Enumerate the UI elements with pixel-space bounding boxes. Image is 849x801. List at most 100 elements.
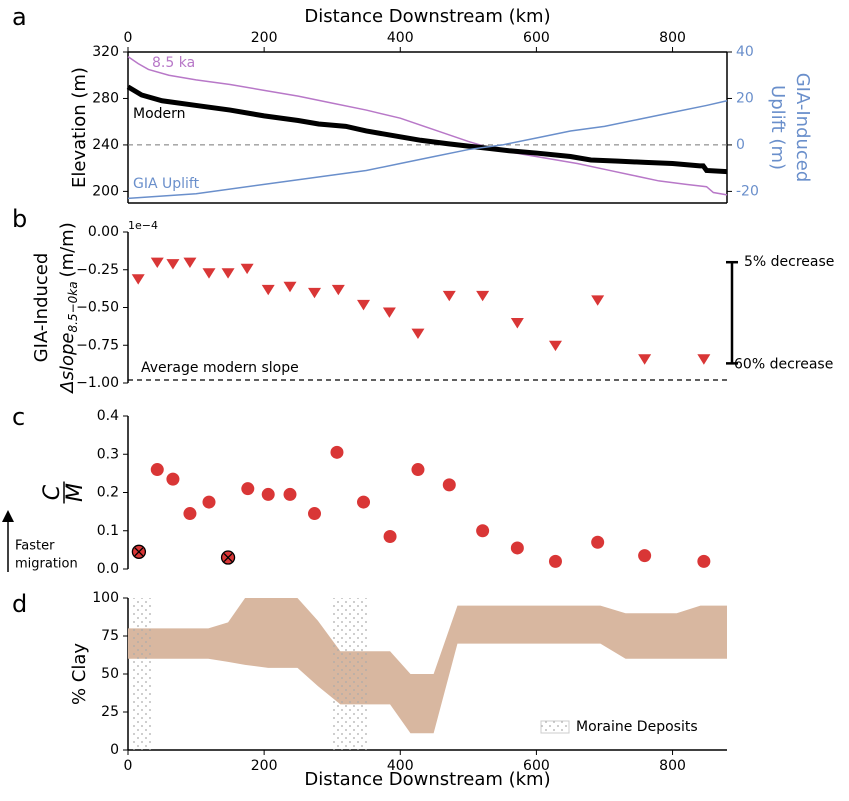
triangle-marker — [283, 281, 297, 293]
y-tick-label: 75 — [101, 628, 119, 644]
moraine-span — [332, 598, 369, 750]
triangle-marker — [221, 268, 235, 279]
triangle-marker — [131, 274, 145, 285]
y-tick-label: 200 — [92, 183, 119, 199]
triangle-marker — [638, 354, 652, 365]
series-label: 8.5 ka — [152, 55, 195, 71]
triangle-marker — [382, 307, 396, 318]
triangle-marker — [331, 284, 345, 296]
x-tick-label: 400 — [387, 30, 414, 46]
point-marker — [283, 487, 297, 501]
series-label: Modern — [133, 106, 186, 122]
x-tick-label: 400 — [387, 758, 414, 774]
point-marker — [591, 535, 605, 549]
y-tick-label: −1.00 — [76, 375, 119, 391]
moraine-span — [132, 598, 152, 750]
triangle-marker — [476, 290, 490, 302]
cross — [223, 553, 233, 562]
point-marker — [166, 472, 180, 486]
y2-tick-label: 0 — [736, 137, 745, 153]
bracket-label: 5% decrease — [744, 254, 834, 270]
y-tick-label: −0.25 — [76, 262, 119, 278]
x-tick-label: 600 — [523, 30, 550, 46]
panel-letter: a — [12, 3, 27, 31]
y-tick-label: 0.3 — [97, 446, 119, 462]
triangle-marker — [308, 287, 322, 299]
offset-label: 1e−4 — [128, 219, 158, 232]
triangle-marker — [240, 263, 254, 275]
y-tick-label: 0.2 — [97, 485, 119, 501]
label-sub: 8.5−0ka — [66, 281, 80, 332]
triangle-marker — [548, 340, 562, 352]
point-marker — [383, 529, 397, 543]
point-marker — [261, 487, 275, 501]
arrow-label: migration — [15, 557, 78, 572]
y-tick-label: 0.0 — [97, 561, 119, 577]
y-tick-label: 280 — [92, 90, 119, 106]
fraction-den: M — [63, 483, 88, 502]
y-tick-label: 50 — [101, 666, 119, 682]
point-marker — [202, 495, 216, 509]
y2-tick-label: 40 — [736, 44, 754, 60]
y-axis-label: Elevation (m) — [69, 67, 90, 188]
point-marker — [357, 495, 371, 509]
fraction-num: C — [40, 484, 65, 500]
arrow-label: Faster — [15, 539, 55, 554]
triangle-marker — [591, 295, 605, 306]
triangle-marker — [697, 354, 711, 365]
triangle-marker — [357, 299, 371, 311]
x-axis-label: Distance Downstream (km) — [304, 6, 550, 27]
x-tick-label: 600 — [523, 758, 550, 774]
point-marker — [241, 482, 255, 496]
label-part: (m/m) — [57, 222, 78, 277]
series-label: GIA Uplift — [133, 176, 200, 192]
point-marker — [411, 463, 425, 477]
triangle-marker — [411, 328, 425, 340]
panel-letter: c — [12, 403, 25, 431]
cross — [134, 547, 144, 557]
point-marker — [308, 507, 322, 521]
legend-label: Moraine Deposits — [576, 719, 698, 735]
point-marker — [442, 478, 456, 492]
triangle-marker — [150, 257, 164, 269]
y-tick-label: 240 — [92, 137, 119, 153]
point-marker — [183, 507, 197, 521]
y-tick-label: −0.50 — [76, 300, 119, 316]
y2-axis-label: GIA-Induced — [792, 73, 813, 183]
x-tick-label: 0 — [124, 30, 133, 46]
x-tick-label: 200 — [251, 30, 278, 46]
triangle-marker — [261, 284, 275, 296]
point-marker — [150, 463, 164, 477]
series-line — [127, 100, 728, 200]
triangle-marker — [442, 290, 456, 302]
triangle-marker — [166, 259, 180, 270]
point-marker — [510, 541, 524, 555]
y-axis-label: GIA-Induced — [31, 253, 52, 363]
y-tick-label: 25 — [101, 704, 119, 720]
triangle-marker — [183, 257, 197, 269]
x-tick-label: 0 — [124, 758, 133, 774]
x-tick-label: 800 — [659, 30, 686, 46]
x-tick-label: 800 — [659, 758, 686, 774]
bracket-label: 60% decrease — [734, 356, 833, 372]
point-marker — [330, 445, 344, 459]
series-line — [126, 84, 728, 175]
x-tick-label: 200 — [251, 758, 278, 774]
point-marker — [548, 554, 562, 568]
y-tick-label: 320 — [92, 44, 119, 60]
series-line — [127, 56, 728, 196]
point-marker — [476, 524, 490, 538]
panel-letter: d — [12, 590, 27, 618]
y-tick-label: 0 — [110, 742, 119, 758]
clay-range — [128, 598, 727, 734]
y-tick-label: 100 — [92, 590, 119, 606]
y-axis-label: Δslope8.5−0ka (m/m) — [57, 222, 80, 394]
triangle-marker — [202, 268, 216, 279]
legend-swatch — [540, 720, 570, 734]
y-tick-label: 0.00 — [88, 224, 119, 240]
reference-label: Average modern slope — [141, 360, 299, 376]
panel-letter: b — [12, 205, 27, 233]
y2-axis-label: Uplift (m) — [767, 85, 788, 170]
y-axis-label: CM — [40, 481, 88, 504]
